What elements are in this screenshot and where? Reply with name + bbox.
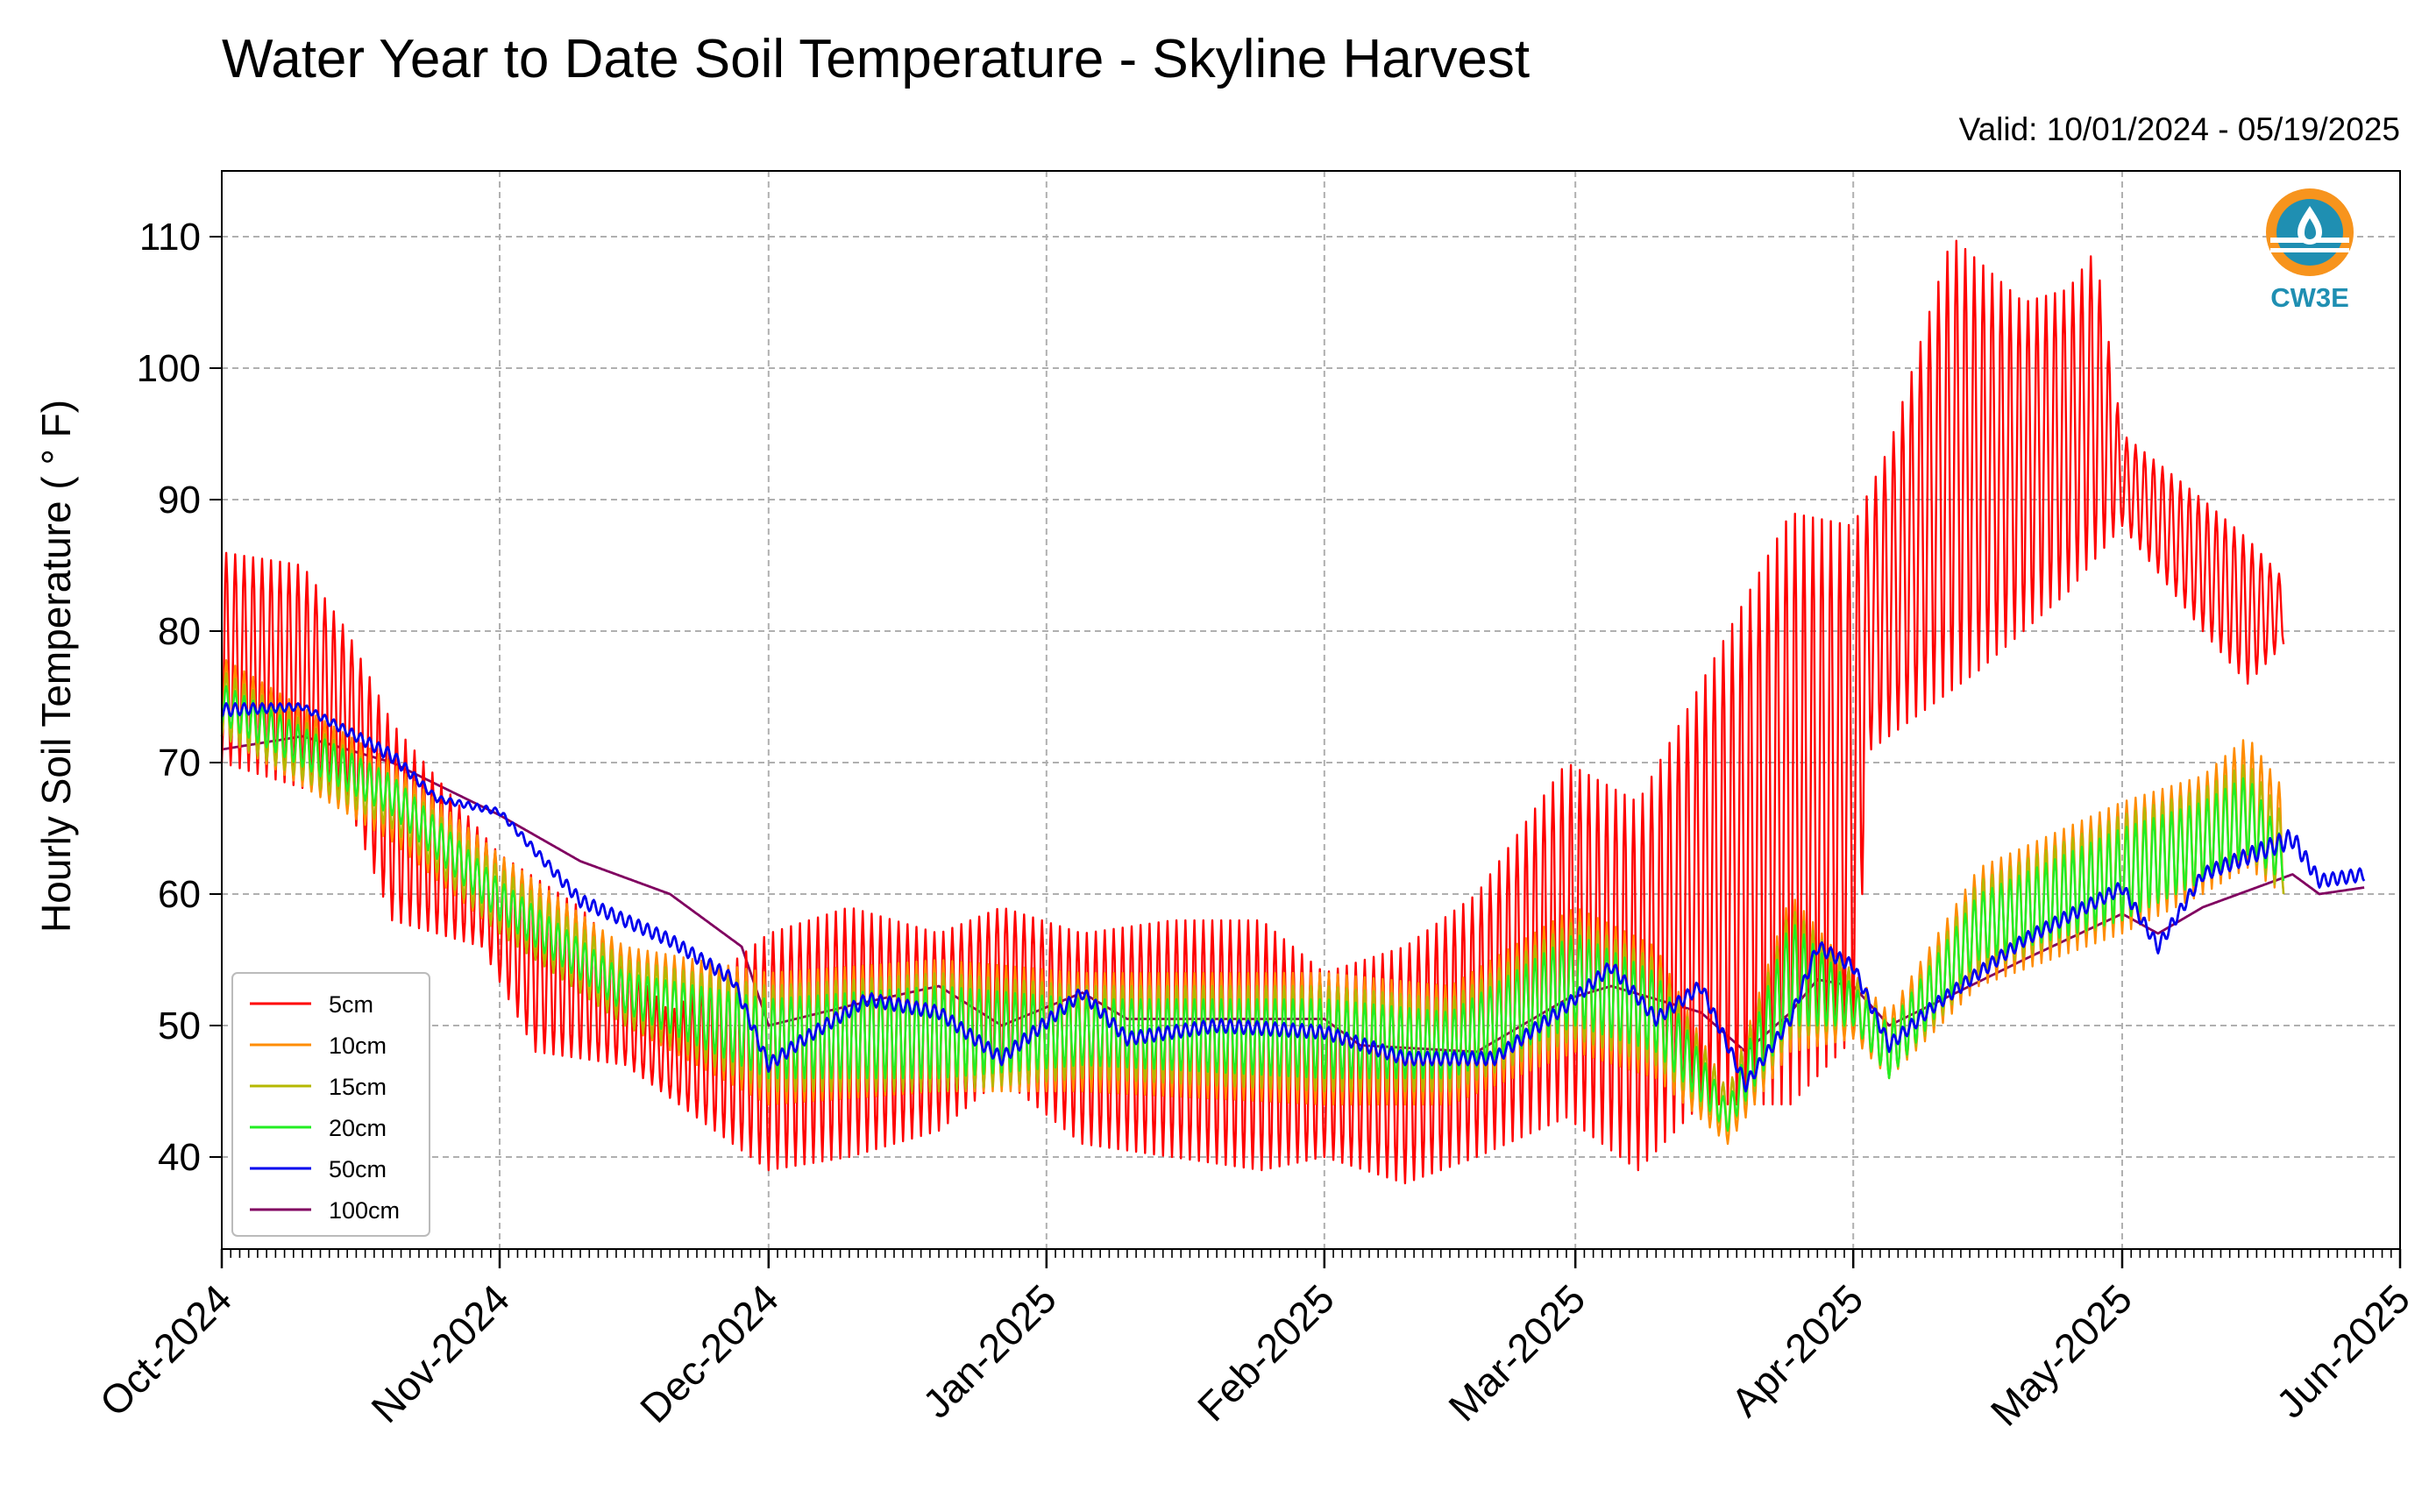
series-layer (220, 239, 2366, 1185)
y-ticks: 40 50 60 70 80 90 100 110 (137, 216, 222, 1179)
y-tick-label: 110 (139, 216, 201, 259)
y-tick-label: 90 (158, 479, 201, 522)
y-tick-label: 40 (158, 1136, 201, 1179)
legend-label-5cm: 5cm (329, 991, 373, 1018)
chart-title: Water Year to Date Soil Temperature - Sk… (222, 29, 1530, 89)
logo-drop-inner (2305, 218, 2316, 239)
series-line-5cm (220, 239, 2285, 1185)
grid (221, 171, 2401, 1249)
cw3e-logo: CW3E (2266, 188, 2354, 313)
legend-label-50cm: 50cm (329, 1156, 387, 1182)
x-tick-label: Feb-2025 (1189, 1275, 1343, 1430)
legend-label-100cm: 100cm (329, 1197, 400, 1224)
legend-box (231, 972, 430, 1237)
logo-text: CW3E (2270, 282, 2349, 313)
legend-label-20cm: 20cm (329, 1115, 387, 1141)
x-tick-label: Jun-2025 (2268, 1275, 2418, 1426)
plot-frame (221, 170, 2401, 1250)
x-tick-label: Jan-2025 (913, 1275, 1064, 1426)
y-tick-label: 70 (158, 742, 201, 784)
legend: 5cm 10cm 15cm 20cm 50cm 100cm (231, 972, 430, 1237)
series-line-50cm (220, 702, 2366, 1093)
legend-label-15cm: 15cm (329, 1074, 387, 1100)
x-tick-label: Dec-2024 (631, 1275, 787, 1431)
chart-subtitle: Valid: 10/01/2024 - 05/19/2025 (1959, 111, 2400, 147)
x-tick-label: Oct-2024 (91, 1275, 241, 1425)
x-ticks: Oct-2024 Nov-2024 Dec-2024 Jan-2025 Feb-2025… (91, 1249, 2418, 1435)
x-tick-label: Nov-2024 (362, 1275, 518, 1431)
x-tick-label: Mar-2025 (1439, 1275, 1594, 1430)
y-tick-label: 60 (158, 873, 201, 916)
legend-label-10cm: 10cm (329, 1033, 387, 1059)
y-tick-label: 80 (158, 610, 201, 653)
series-line-20cm (220, 685, 2285, 1132)
y-tick-label: 50 (158, 1004, 201, 1047)
y-axis-label: Hourly Soil Temperature ( ° F) (33, 400, 79, 933)
x-tick-label: Apr-2025 (1722, 1275, 1872, 1425)
x-tick-label: May-2025 (1982, 1275, 2141, 1434)
legend-items: 5cm 10cm 15cm 20cm 50cm 100cm (250, 991, 400, 1224)
minor-ticks (221, 1249, 2401, 1258)
logo-wave-2 (2270, 248, 2349, 252)
y-tick-label: 100 (137, 347, 201, 390)
